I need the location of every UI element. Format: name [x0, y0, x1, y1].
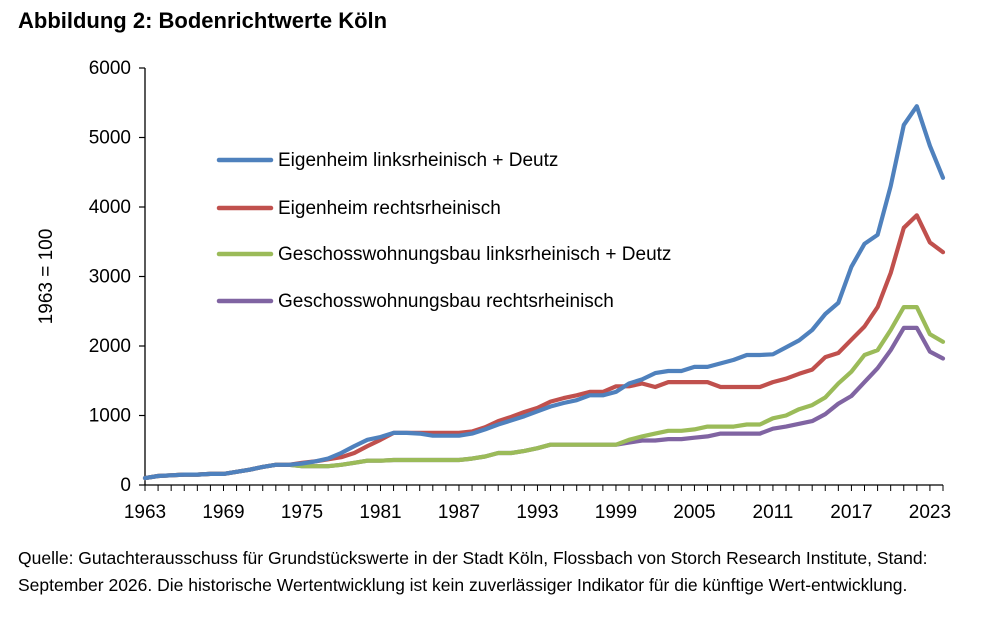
x-tick-label: 2005: [673, 502, 715, 523]
x-tick-label: 2017: [830, 502, 872, 523]
y-tick-label: 6000: [89, 58, 131, 79]
axes: 0 1000 2000 3000 4000 5000 6000 1963 1969 1975 198…: [36, 58, 951, 523]
source-note: Quelle: Gutachterausschuss für Grundstüc…: [18, 545, 986, 599]
x-tick-label: 2011: [753, 502, 794, 523]
x-tick-label: 2023: [909, 502, 951, 523]
x-tick-label: 1981: [359, 502, 401, 523]
y-tick-label: 0: [120, 475, 131, 496]
x-tick-label: 1993: [516, 502, 558, 523]
x-tick-label: 1999: [595, 502, 637, 523]
line-chart: 0 1000 2000 3000 4000 5000 6000 1963 1969 1975 198…: [36, 58, 951, 523]
x-tick-label: 1975: [281, 502, 323, 523]
y-axis-label: 1963 = 100: [36, 229, 57, 325]
series-lines: [142, 104, 946, 481]
y-tick-label: 4000: [89, 197, 131, 218]
y-tick-label: 1000: [89, 406, 131, 427]
x-tick-label: 1987: [438, 502, 480, 523]
legend: Eigenheim linksrheinisch + Deutz Eigenhei…: [216, 150, 671, 312]
y-tick-label: 3000: [89, 267, 131, 288]
legend-label-2: Eigenheim rechtsrheinisch: [278, 198, 501, 219]
series-line-3: [142, 305, 946, 481]
chart-title: Abbildung 2: Bodenrichtwerte Köln: [18, 8, 388, 33]
legend-label-4: Geschosswohnungsbau rechtsrheinisch: [278, 291, 614, 312]
x-tick-label: 1963: [124, 502, 166, 523]
legend-label-1: Eigenheim linksrheinisch + Deutz: [278, 150, 558, 171]
source-text: Quelle: Gutachterausschuss für Grundstüc…: [18, 548, 928, 595]
y-tick-label: 2000: [89, 336, 131, 357]
x-tick-label: 1969: [202, 502, 244, 523]
y-tick-label: 5000: [89, 128, 131, 149]
legend-label-3: Geschosswohnungsbau linksrheinisch + Deu…: [278, 244, 671, 265]
series-line-1: [142, 104, 946, 481]
